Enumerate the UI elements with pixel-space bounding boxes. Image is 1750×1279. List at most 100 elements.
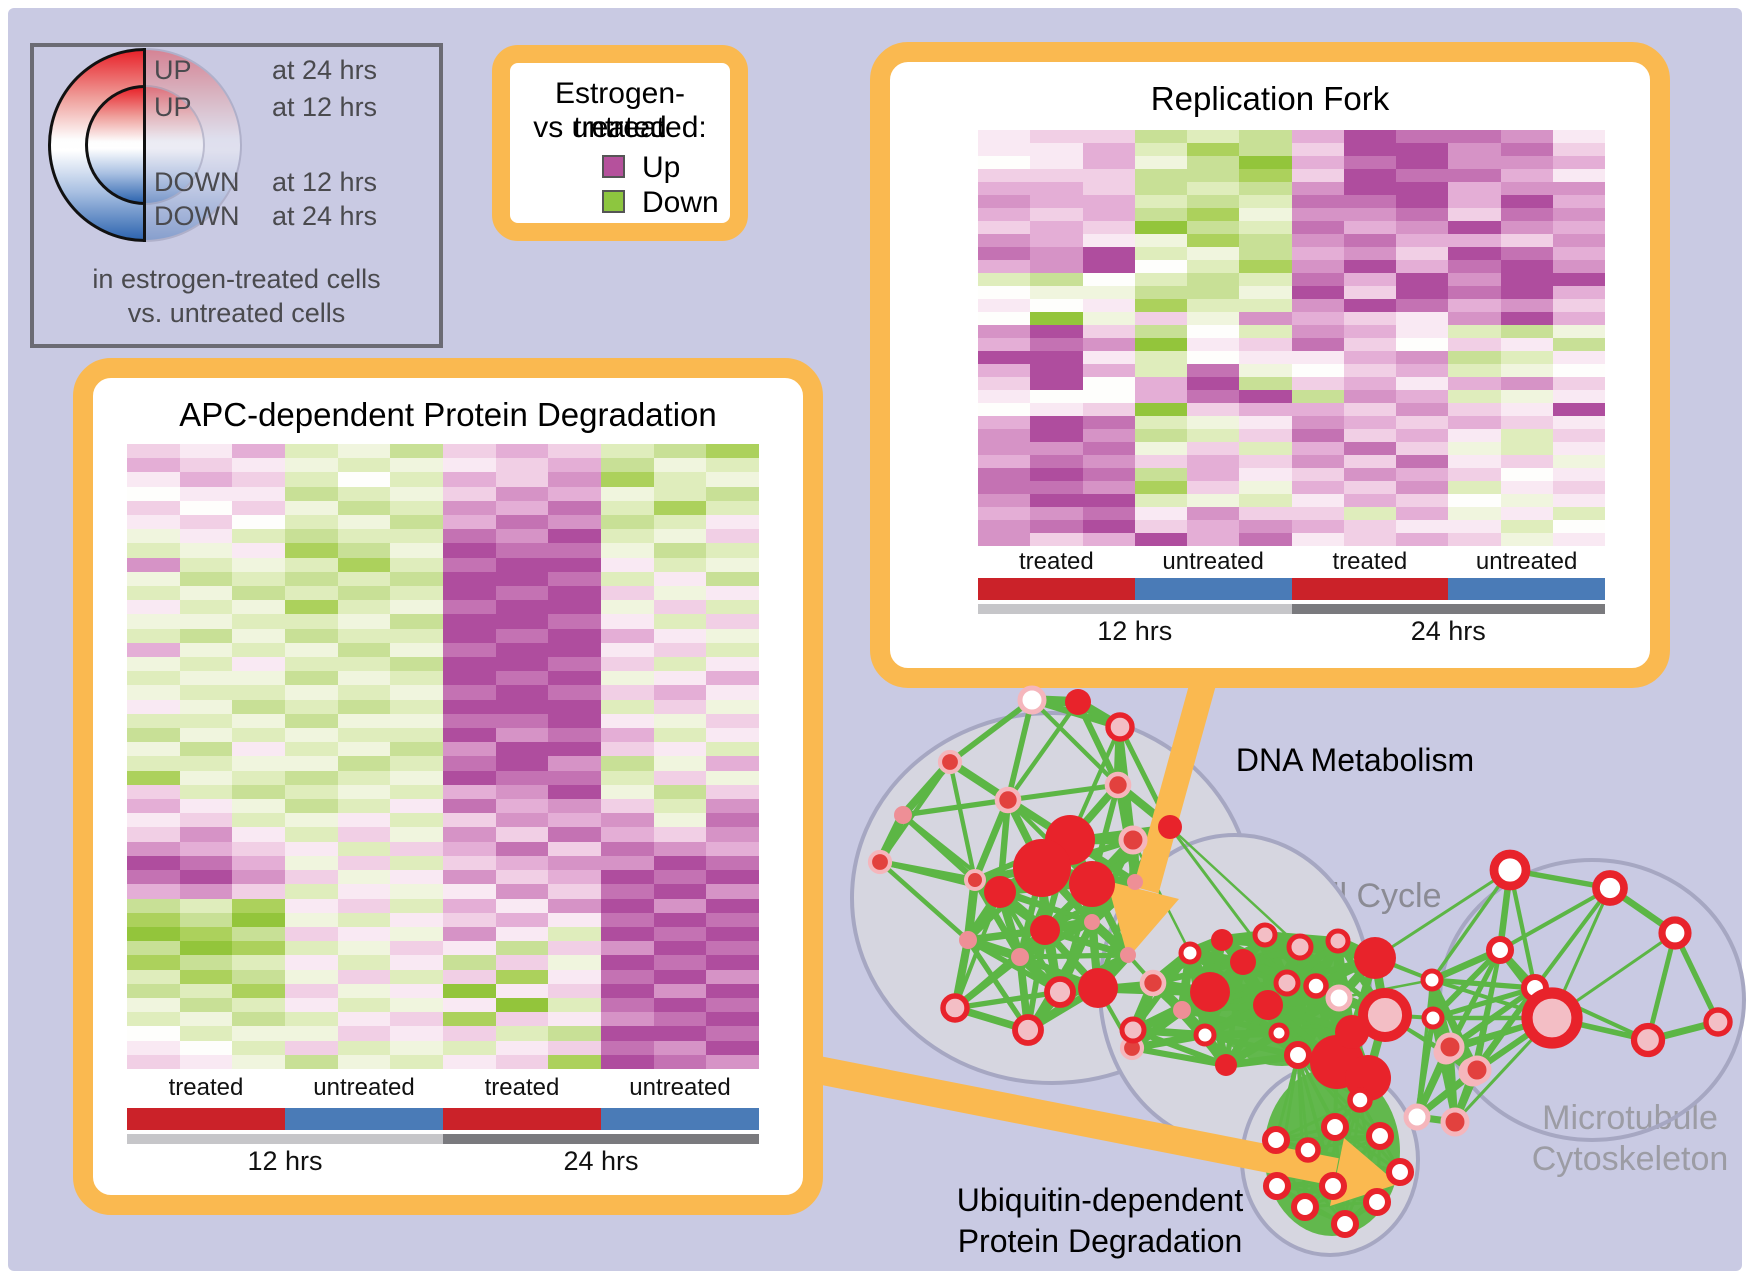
heatmap-cell	[1134, 468, 1187, 481]
heatmap-cell	[548, 912, 602, 927]
heatmap-cell	[1448, 338, 1501, 351]
heatmap-cell	[1448, 325, 1501, 338]
heatmap-cell	[1187, 195, 1240, 208]
heatmap-cell	[548, 742, 602, 757]
heatmap-row	[978, 481, 1605, 494]
heatmap-cell	[706, 983, 760, 998]
heatmap-cell	[706, 770, 760, 785]
heatmap-cell	[1082, 468, 1135, 481]
heatmap-cell	[706, 841, 760, 856]
ring-legend-footer-1: in estrogen-treated cells	[92, 264, 381, 294]
heatmap-cell	[495, 458, 549, 473]
heatmap-cell	[232, 500, 286, 516]
treated-bar	[1291, 578, 1449, 600]
heatmap-cell	[1448, 312, 1501, 325]
heatmap-cell	[285, 742, 338, 757]
heatmap-cell	[337, 444, 391, 459]
heatmap-cell	[495, 500, 549, 516]
heatmap-cell	[1030, 169, 1083, 182]
heatmap-cell	[1500, 260, 1553, 273]
heatmap-cell	[978, 390, 1031, 403]
heatmap-row	[978, 520, 1605, 533]
heatmap-cell	[1343, 442, 1396, 455]
estrogen-legend-title-2: vs untreated:	[533, 111, 707, 144]
heatmap-cell	[337, 855, 391, 871]
heatmap-cell	[337, 657, 391, 672]
group-labels-apc: treated untreated treated untreated	[127, 1074, 759, 1102]
heatmap-cell	[1030, 455, 1083, 468]
heatmap-row	[127, 444, 760, 459]
heatmap-cell	[978, 299, 1031, 312]
heatmap-cell	[1500, 481, 1553, 494]
heatmap-cell	[285, 784, 338, 800]
heatmap-cell	[1552, 533, 1605, 546]
heatmap-cell	[179, 543, 233, 558]
heatmap-row	[127, 756, 760, 771]
heatmap-row	[127, 983, 760, 998]
heatmap-cell	[390, 671, 444, 686]
heatmap-cell	[179, 813, 233, 828]
heatmap-cell	[1396, 221, 1449, 234]
group-labels-rep: treated untreated treated untreated	[978, 548, 1605, 576]
heatmap-cell	[978, 130, 1031, 143]
heatmap-cell	[127, 500, 180, 516]
heatmap-cell	[1552, 481, 1605, 494]
heatmap-cell	[653, 472, 707, 487]
ring-time-label: at 24 hrs	[272, 55, 378, 85]
heatmap-cell	[285, 841, 338, 856]
heatmap-cell	[127, 898, 180, 913]
heatmap-cell	[179, 671, 233, 686]
heatmap-cell	[1030, 429, 1083, 442]
heatmap-cell	[601, 628, 654, 643]
heatmap-cell	[127, 543, 180, 558]
heatmap-cell	[337, 841, 391, 856]
heatmap-cell	[1448, 234, 1501, 247]
heatmap-cell	[1552, 494, 1605, 507]
heatmap-cell	[232, 685, 286, 700]
heatmap-cell	[337, 713, 391, 729]
heatmap-cell	[1082, 351, 1135, 364]
heatmap-row	[127, 926, 760, 942]
heatmap-cell	[1134, 403, 1187, 416]
heatmap-cell	[1552, 507, 1605, 520]
heatmap-cell	[443, 799, 496, 814]
heatmap-cell	[495, 515, 549, 530]
heatmap-cell	[443, 657, 496, 672]
heatmap-cell	[443, 813, 496, 828]
heatmap-cell	[1291, 390, 1344, 403]
heatmap-cell	[443, 941, 496, 956]
heatmap-cell	[1500, 390, 1553, 403]
heatmap-cell	[390, 926, 444, 942]
heatmap-row	[978, 286, 1605, 299]
estrogen-legend-title-1: Estrogen-treated	[554, 77, 686, 144]
heatmap-cell	[1343, 299, 1396, 312]
heatmap-cell	[232, 969, 286, 984]
heatmap-apc	[127, 444, 760, 1069]
heatmap-cell	[1396, 130, 1449, 143]
heatmap-row	[978, 364, 1605, 377]
heatmap-cell	[1187, 403, 1240, 416]
heatmap-cell	[653, 898, 707, 913]
heatmap-row	[978, 143, 1605, 156]
heatmap-cell	[390, 870, 444, 885]
heatmap-cell	[548, 458, 602, 473]
heatmap-cell	[179, 586, 233, 601]
heatmap-cell	[285, 713, 338, 729]
group-label-treated: treated	[484, 1074, 560, 1101]
heatmap-cell	[1134, 273, 1187, 286]
heatmap-cell	[1239, 325, 1292, 338]
heatmap-cell	[601, 1012, 654, 1027]
heatmap-cell	[1552, 208, 1605, 221]
heatmap-cell	[978, 494, 1031, 507]
heatmap-cell	[1291, 416, 1344, 429]
heatmap-cell	[653, 600, 707, 615]
heatmap-cell	[653, 515, 707, 530]
heatmap-cell	[548, 600, 602, 615]
heatmap-cell	[1448, 442, 1501, 455]
heatmap-cell	[1343, 312, 1396, 325]
heatmap-cell	[1343, 221, 1396, 234]
time-labels-apc: 12 hrs 24 hrs	[127, 1146, 759, 1177]
heatmap-cell	[601, 1026, 654, 1041]
heatmap-cell	[337, 926, 391, 942]
heatmap-cell	[978, 481, 1031, 494]
